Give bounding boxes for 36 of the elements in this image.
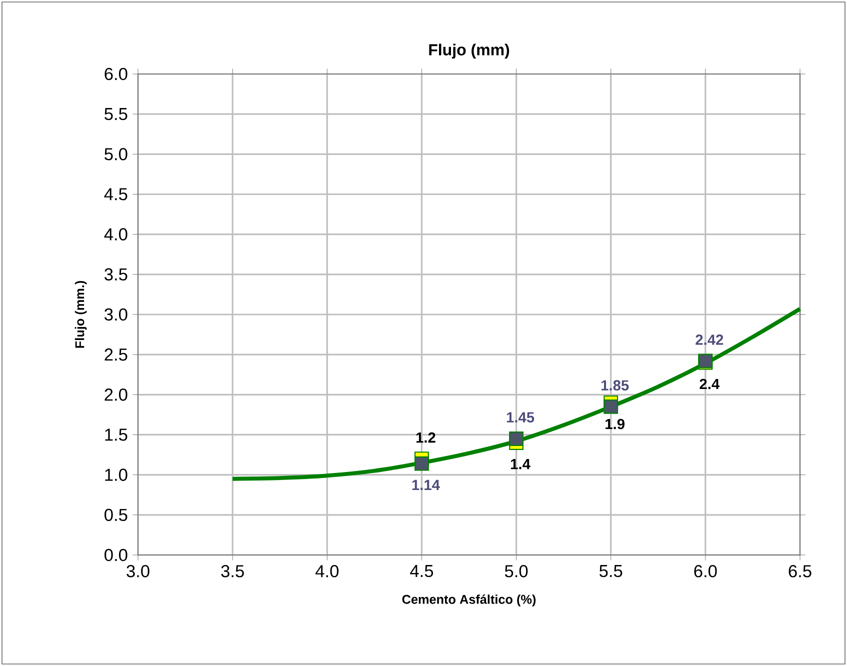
chart-title: Flujo (mm) — [429, 44, 510, 59]
point — [509, 432, 524, 446]
y-tick-label: 5.5 — [104, 108, 128, 120]
y-tick-label: 4.5 — [104, 188, 128, 200]
y-tick-label: 6.0 — [104, 68, 128, 80]
y-tick-label: 2.5 — [104, 348, 128, 361]
data-label: 1.85 — [602, 380, 629, 391]
x-tick-label: 5.5 — [600, 565, 622, 578]
y-tick-label: 1.5 — [105, 428, 128, 441]
point — [414, 456, 429, 471]
data-label: 1.4 — [511, 459, 530, 470]
y-tick-label: 3.0 — [104, 308, 128, 321]
x-tick-label: 4.5 — [410, 565, 434, 578]
x-tick-label: 5.0 — [504, 565, 528, 578]
x-tick-label: 3.0 — [126, 565, 150, 578]
data-label: 1.14 — [412, 480, 440, 490]
y-axis-title: Flujo (mm.) — [74, 280, 87, 348]
data-label: 1.2 — [416, 432, 436, 443]
y-tick-label: 3.5 — [104, 268, 128, 281]
y-tick-label: 2.0 — [104, 388, 128, 401]
data-label: 2.42 — [696, 334, 724, 345]
y-tick-label: 0.0 — [104, 548, 128, 562]
point — [604, 399, 618, 414]
x-tick-label: 6.5 — [788, 565, 812, 578]
data-label: 1.45 — [506, 412, 534, 423]
y-tick-label: 0.5 — [104, 508, 128, 522]
y-tick-label: 5.0 — [104, 148, 128, 160]
x-axis-title: Cemento Asfáltico (%) — [402, 594, 536, 606]
data-label: 2.4 — [700, 378, 720, 390]
x-tick-label: 4.0 — [315, 565, 339, 578]
line-series — [230, 306, 802, 481]
data-label: 1.9 — [606, 418, 625, 430]
x-tick-label: 3.5 — [221, 565, 244, 578]
x-tick-label: 6.0 — [694, 565, 717, 578]
y-tick-label: 4.0 — [104, 228, 128, 240]
y-tick-label: 1.0 — [105, 468, 128, 481]
